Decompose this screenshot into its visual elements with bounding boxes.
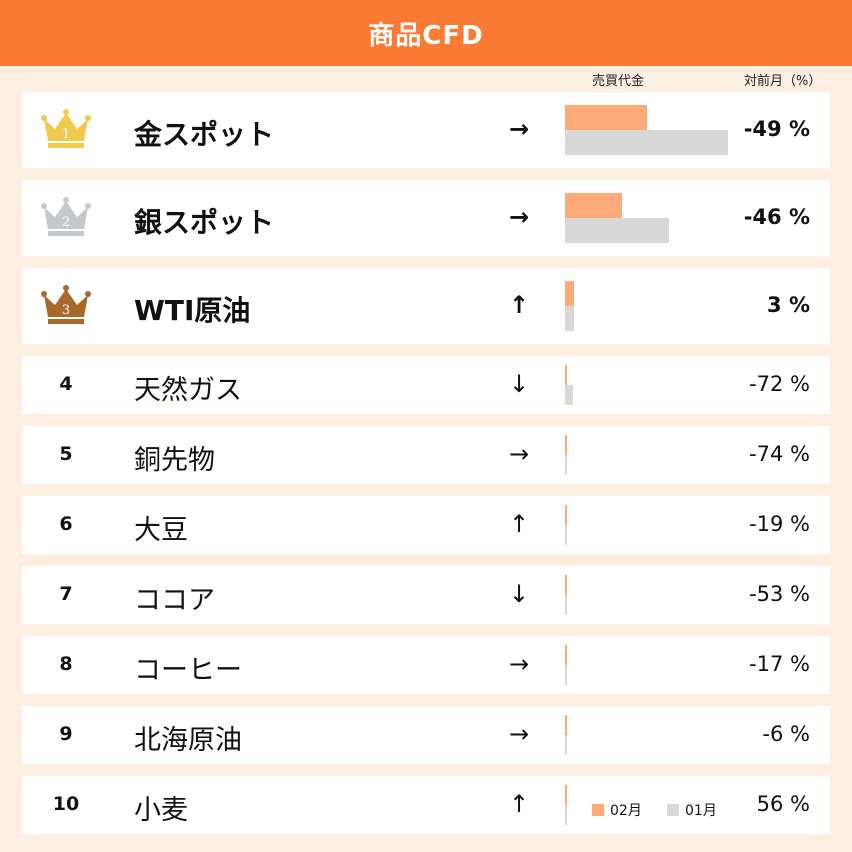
trend-up-arrow-icon: ↑ [508,790,530,818]
volume-bar-current [565,193,622,218]
legend-current-swatch [592,804,604,816]
rank-number: 6 [59,513,73,535]
change-percent: -53 % [749,582,810,606]
volume-bar-previous [565,455,567,475]
volume-bars [565,193,761,243]
volume-bar-current [565,505,567,525]
commodity-name: 天然ガス [134,375,242,406]
ranking-row: 5 銅先物 → -74 % [22,426,830,484]
volume-bars [565,575,761,615]
commodity-name: 北海原油 [134,725,242,756]
crown-rank-number: 2 [62,215,70,230]
crown-rank-number: 1 [62,127,70,142]
volume-bars [565,645,761,685]
commodity-name: WTI原油 [134,294,251,327]
change-column-header: 対前月（%） [744,74,822,89]
header-bar: 商品CFD [0,0,852,66]
change-percent: 3 % [767,293,810,317]
trend-flat-arrow-icon: → [508,203,530,231]
trend-flat-arrow-icon: → [508,720,530,748]
volume-bar-previous [565,805,567,825]
volume-bar-previous [565,130,728,155]
volume-bar-current [565,645,567,665]
volume-bar-previous [565,735,567,755]
volume-bar-current [565,435,567,455]
ranking-row: 10 小麦 ↑ 56 % [22,776,830,834]
volume-bars [565,715,761,755]
rank-number: 8 [59,653,73,675]
rank-number: 5 [59,443,73,465]
change-percent: -72 % [749,372,810,396]
rank-number: 7 [59,583,73,605]
crown-rank-number: 3 [62,303,70,318]
change-percent: -17 % [749,652,810,676]
trend-flat-arrow-icon: → [508,440,530,468]
commodity-name: コーヒー [134,655,242,686]
change-percent: -74 % [749,442,810,466]
rank-number: 10 [52,793,80,815]
rank-number: 4 [59,373,73,395]
ranking-row: 6 大豆 ↑ -19 % [22,496,830,554]
volume-bar-current [565,785,568,805]
volume-bars [565,785,761,825]
volume-bars [565,505,761,545]
trend-flat-arrow-icon: → [508,115,530,143]
trend-up-arrow-icon: ↑ [508,291,530,319]
volume-bar-previous [565,525,567,545]
ranking-row: 2 銀スポット → -46 % [22,180,830,256]
commodity-name: ココア [134,585,215,616]
volume-bar-previous [565,385,574,405]
volume-bar-current [565,575,567,595]
trend-up-arrow-icon: ↑ [508,510,530,538]
ranking-row: 1 金スポット → -49 % [22,92,830,168]
volume-bars [565,365,761,405]
trend-down-arrow-icon: ↓ [508,580,530,608]
volume-bar-current [565,715,567,735]
volume-bar-current [565,365,568,385]
commodity-name: 銀スポット [134,206,275,239]
legend-previous-label: 01月 [685,803,717,819]
commodity-name: 銅先物 [134,445,215,476]
ranking-row: 3 WTI原油 ↑ 3 % [22,268,830,344]
volume-bar-previous [565,665,567,685]
volume-bar-current [565,281,574,306]
legend-current-label: 02月 [610,803,642,819]
trend-flat-arrow-icon: → [508,650,530,678]
change-percent: -6 % [762,722,810,746]
volume-bar-current [565,105,648,130]
change-percent: -19 % [749,512,810,536]
legend-previous-swatch [667,804,679,816]
volume-bars [565,435,761,475]
volume-bar-previous [565,595,567,615]
crown-icon: 2 [38,195,94,241]
volume-bar-previous [565,218,669,243]
legend-previous: 01月 [667,800,717,820]
ranking-row: 9 北海原油 → -6 % [22,706,830,764]
page-title: 商品CFD [368,20,484,51]
ranking-row: 4 天然ガス ↓ -72 % [22,356,830,414]
change-percent: -49 % [743,117,810,141]
crown-icon: 3 [38,283,94,329]
volume-bars [565,281,761,331]
change-percent: -46 % [743,205,810,229]
ranking-row: 8 コーヒー → -17 % [22,636,830,694]
commodity-name: 小麦 [134,795,188,826]
volume-bars [565,105,761,155]
commodity-name: 金スポット [134,118,275,151]
rank-number: 9 [59,723,73,745]
ranking-row: 7 ココア ↓ -53 % [22,566,830,624]
volume-bar-previous [565,306,574,331]
legend-current: 02月 [592,800,642,820]
volume-column-header: 売買代金 [592,74,645,89]
trend-down-arrow-icon: ↓ [508,370,530,398]
crown-icon: 1 [38,107,94,153]
change-percent: 56 % [756,792,810,816]
commodity-name: 大豆 [134,515,188,546]
